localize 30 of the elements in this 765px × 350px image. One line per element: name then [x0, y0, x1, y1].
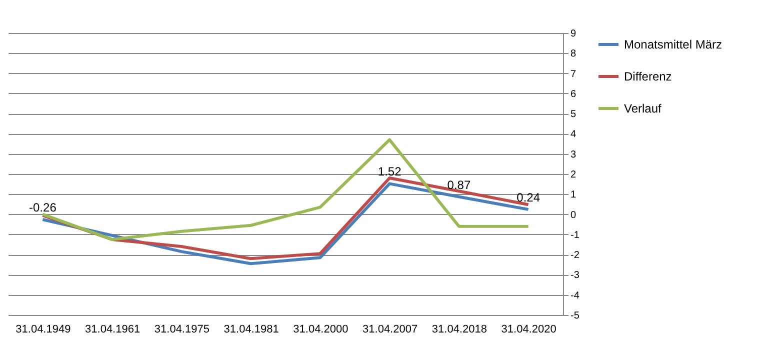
data-label: 0.87	[447, 178, 471, 192]
legend-label: Verlauf	[624, 102, 662, 116]
x-tick-label: 31.04.2000	[293, 324, 348, 336]
y-tick-label: 1	[570, 190, 576, 201]
y-tick-label: 9	[570, 28, 576, 40]
y-tick-label: -3	[570, 270, 580, 282]
y-tick-label: 0	[570, 210, 576, 221]
data-label: 0.24	[516, 190, 540, 204]
legend-label: Differenz	[624, 70, 672, 84]
y-tick-label: 4	[570, 129, 576, 140]
data-label: -0.26	[29, 200, 57, 215]
y-tick-label: 7	[570, 68, 576, 80]
y-tick-label: 3	[570, 149, 576, 160]
x-tick-label: 31.04.1981	[224, 324, 279, 336]
y-tick-label: -4	[570, 290, 580, 302]
y-tick-label: -1	[570, 230, 580, 241]
y-tick-label: -2	[570, 250, 580, 262]
y-tick-label: 6	[570, 88, 576, 100]
y-tick-label: -5	[570, 310, 580, 322]
x-tick-label: 31.04.1949	[16, 324, 71, 336]
y-tick-label: 5	[570, 109, 576, 120]
x-tick-label: 31.04.1961	[85, 324, 140, 336]
y-tick-label: 8	[570, 48, 576, 60]
x-tick-label: 31.04.2007	[362, 324, 418, 336]
data-label: 1.52	[378, 164, 402, 179]
y-tick-label: 2	[570, 170, 576, 180]
legend-label: Monatsmittel März	[624, 38, 722, 52]
x-tick-label: 31.04.2020	[501, 324, 556, 336]
x-tick-label: 31.04.2018	[432, 324, 487, 336]
x-tick-label: 31.04.1975	[154, 324, 210, 336]
